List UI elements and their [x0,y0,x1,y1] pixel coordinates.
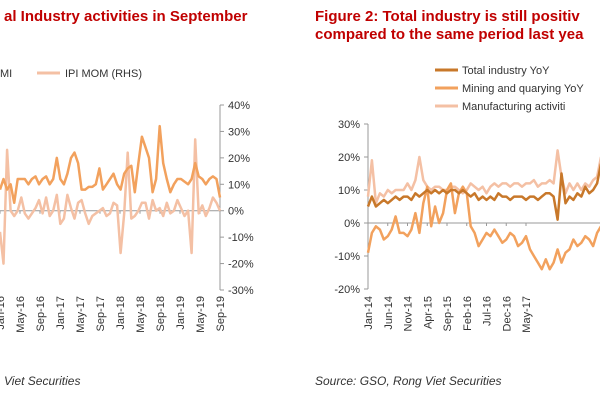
right-chart-title-line2: compared to the same period last yea [315,26,584,43]
right-x-tick-label: Jun-14 [383,296,395,330]
left-y-tick-label: -20% [228,259,254,271]
right-legend-mining-label: Mining and quarying YoY [462,83,584,95]
left-y-tick-label: -10% [228,232,254,244]
left-x-tick-label: Sep-18 [155,296,167,331]
right-legend-manufacturing-label: Manufacturing activiti [462,101,565,113]
right-x-tick-label: Apr-15 [422,296,434,329]
right-chart-series [366,149,600,271]
right-series-mining-line [366,182,600,271]
left-y-tick-label: -30% [228,285,254,297]
left-x-tick-label: Jan-16 [0,296,7,330]
left-x-tick-label: Sep-17 [95,296,107,331]
left-x-tick-label: Sep-16 [35,296,47,331]
left-x-tick-label: May-17 [75,296,87,333]
right-y-tick-label: 10% [338,185,360,197]
left-legend-iip-fragment: MI [0,68,12,80]
right-x-tick-label: Jul-16 [482,296,494,326]
left-y-tick-label: 10% [228,179,250,191]
left-x-tick-label: Jan-18 [115,296,127,330]
left-chart-title: al Industry activities in September [4,8,248,25]
left-x-tick-label: May-16 [15,296,27,333]
right-x-tick-label: Sep-15 [442,296,454,331]
right-series-total-industry-line [366,163,600,221]
right-x-tick-label: Nov-14 [403,296,415,331]
left-x-tick-label: Sep-19 [215,296,227,331]
left-chart-series [0,124,222,265]
left-y-tick-label: 30% [228,126,250,138]
left-x-tick-label: May-18 [135,296,147,333]
left-chart-axes: 40% 30% 20% 10% 0% -10% -20% -30% Jan-16 May-16 Se… [0,100,254,333]
left-x-tick-label: May-19 [195,296,207,333]
right-chart-title-line1: Figure 2: Total industry is still positi… [315,8,580,25]
right-x-tick-label: Jan-14 [363,296,375,330]
right-chart-axes: 30% 20% 10% 0% -10% -20%Jan-14 Jun-14 Nov-14 Apr… [334,119,600,333]
right-x-tick-label: Feb-16 [462,296,474,331]
right-source-note: Source: GSO, Rong Viet Securities [315,374,502,388]
left-y-tick-label: 0% [228,206,244,218]
left-y-tick-label: 40% [228,100,250,112]
left-series-iip-yoy-line [0,124,222,205]
right-y-tick-label: 20% [338,152,360,164]
left-series-ipi-mom-line [0,138,222,265]
left-y-tick-label: 20% [228,153,250,165]
left-x-tick-label: Jan-19 [175,296,187,330]
left-x-tick-label: Jan-17 [55,296,67,330]
right-y-tick-label: -10% [334,251,360,263]
left-source-note: Viet Securities [4,374,81,388]
right-y-tick-label: 0% [344,218,360,230]
right-x-tick-label: Dec-16 [501,296,513,331]
right-x-tick-label: May-17 [521,296,533,333]
right-y-tick-label: -20% [334,284,360,296]
right-legend-total-label: Total industry YoY [462,65,550,77]
right-y-tick-label: 30% [338,119,360,131]
left-legend-ipi-label: IPI MOM (RHS) [65,68,142,80]
